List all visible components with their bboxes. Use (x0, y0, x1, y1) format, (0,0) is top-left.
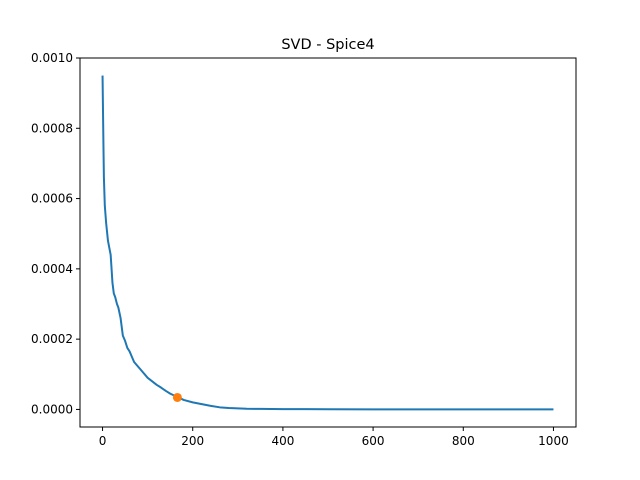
y-tick-label: 0.0000 (31, 402, 73, 416)
plot-area (101, 75, 554, 411)
x-tick-label: 600 (362, 434, 385, 448)
series-line-0 (101, 75, 554, 411)
y-tick-label: 0.0008 (31, 121, 73, 135)
chart-title: SVD - Spice4 (281, 37, 374, 53)
y-tick-label: 0.0004 (31, 262, 73, 276)
y-tick-label: 0.0006 (31, 192, 73, 206)
x-tick-label: 400 (271, 434, 294, 448)
y-tick-label: 0.0002 (31, 332, 73, 346)
y-tick-label: 0.0010 (31, 51, 73, 65)
axes-frame (79, 57, 577, 428)
x-tick-label: 0 (99, 434, 107, 448)
x-tick-label: 1000 (538, 434, 569, 448)
highlight-point (172, 392, 182, 402)
x-tick-label: 800 (452, 434, 475, 448)
x-tick-label: 200 (181, 434, 204, 448)
x-axis: 0 200 400 600 800 1000 (99, 427, 569, 448)
y-axis: 0.0000 0.0002 0.0004 0.0006 0.0008 0.0010 (31, 51, 80, 416)
